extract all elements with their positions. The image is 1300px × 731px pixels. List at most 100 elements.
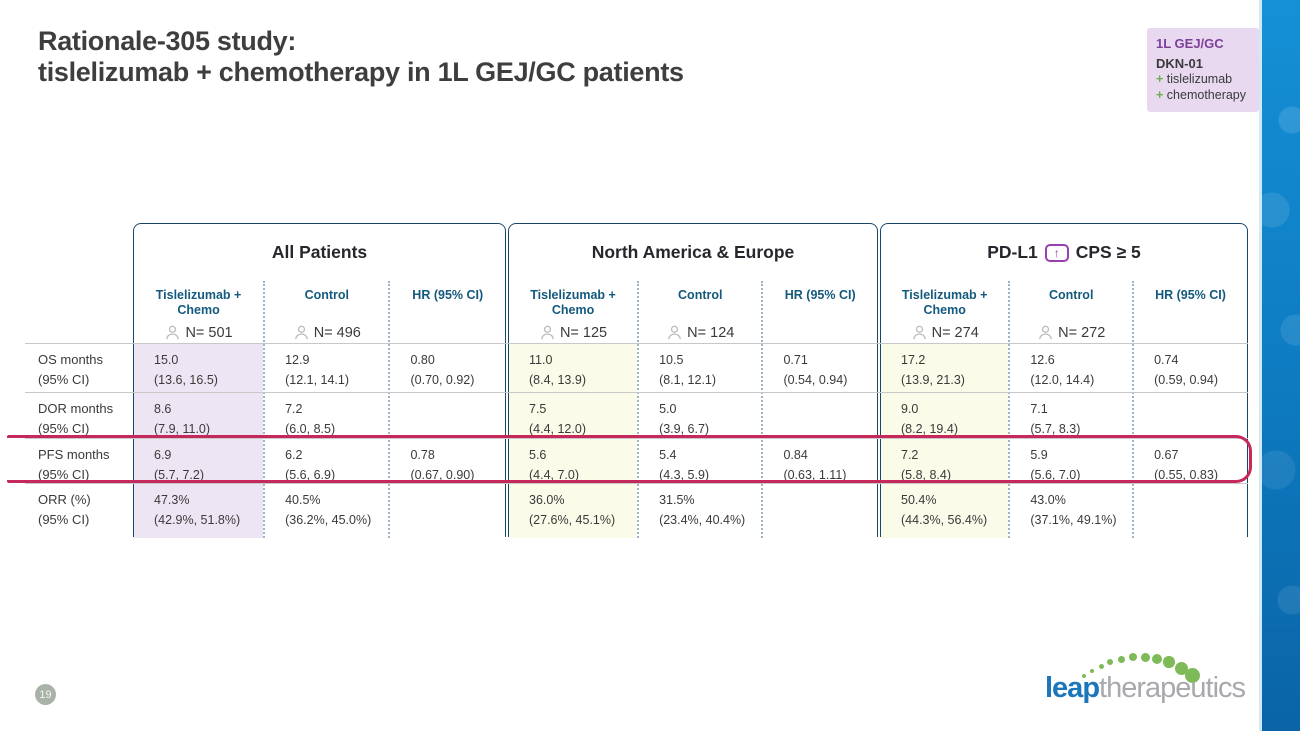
pfs-highlight-box (7, 435, 1252, 483)
company-logo: leaptherapeutics (1045, 672, 1246, 705)
table-cell (1134, 484, 1247, 538)
up-arrow-icon: ↑ (1044, 243, 1069, 262)
table-cell (1134, 393, 1247, 439)
column-tint (881, 344, 1009, 538)
logo-dot (1089, 668, 1095, 674)
study-badge: 1L GEJ/GC DKN-01 + tislelizumab + chemot… (1147, 28, 1259, 112)
row-label-os: OS months (95% CI) (38, 352, 104, 387)
row-divider (25, 392, 1248, 393)
table-cell: 15.0 (13.6, 16.5) (154, 353, 218, 387)
column-tint (134, 344, 264, 538)
badge-program: DKN-01 (1156, 56, 1203, 71)
person-icon (912, 325, 926, 340)
table-cell: 0.67 (0.55, 0.83) (1154, 448, 1218, 482)
logo-therapeutics-text: therapeutics (1099, 672, 1246, 704)
group-columns: Tislelizumab + Chemo N= 274 17.2 (13.9, 2… (881, 281, 1247, 538)
logo-dot (1117, 655, 1125, 663)
page-title: Rationale-305 study: tislelizumab + chem… (38, 26, 684, 88)
table-cell (390, 484, 504, 538)
logo-dot (1184, 667, 1200, 683)
table-cell: 10.5 (8.1, 12.1) (659, 353, 717, 387)
table-cell: 11.0 (8.4, 13.9) (529, 353, 586, 387)
table-cell: 5.4 (4.3, 5.9) (659, 448, 710, 482)
n-count: N= 274 (931, 324, 979, 341)
table-cell: 12.6 (12.0, 14.4) (1030, 353, 1095, 387)
badge-indication: 1L GEJ/GC (1156, 36, 1224, 51)
person-icon (294, 325, 308, 340)
table-cell: 5.0 (3.9, 6.7) (659, 402, 710, 436)
column-tislelizumab-chemo: Tislelizumab + Chemo N= 125 11.0 (8.4, 13… (509, 281, 638, 538)
badge-item: + chemotherapy (1156, 88, 1247, 102)
group-columns: Tislelizumab + Chemo N= 501 15.0 (13.6, 1… (134, 281, 505, 538)
table-cell: 0.84 (0.63, 1.11) (783, 448, 847, 482)
table-cell: 43.0% (37.1%, 49.1%) (1030, 493, 1117, 527)
table-cell: 5.9 (5.6, 7.0) (1030, 448, 1081, 482)
n-count: N= 501 (185, 324, 233, 341)
table-cell: 6.2 (5.6, 6.9) (285, 448, 336, 482)
row-divider (25, 438, 1248, 439)
table-cell: 9.0 (8.2, 19.4) (901, 402, 958, 436)
logo-dot (1107, 659, 1113, 665)
table-cell (390, 393, 504, 439)
table-cell (763, 393, 877, 439)
group-all-patients: All Patients Tislelizumab + Chemo N= 501… (133, 223, 506, 538)
group-north-america-europe: North America & Europe Tislelizumab + Ch… (508, 223, 878, 538)
n-count: N= 124 (687, 324, 735, 341)
group-title: PD-L1 ↑ CPS ≥ 5 (987, 242, 1141, 262)
group-title: North America & Europe (591, 242, 795, 262)
row-label-pfs: PFS months (95% CI) (38, 447, 110, 482)
table-cell (763, 484, 877, 538)
column-hr: HR (95% CI) 0.74 (0.59, 0.94) 0.67 (0.55, … (1132, 281, 1247, 538)
person-icon (1039, 325, 1052, 340)
column-tislelizumab-chemo: Tislelizumab + Chemo N= 501 15.0 (13.6, 1… (134, 281, 264, 538)
row-divider (25, 343, 1248, 344)
logo-dot (1163, 656, 1175, 668)
logo-dot (1140, 652, 1150, 662)
logo-dot (1129, 653, 1137, 661)
decorative-side-band (1259, 0, 1300, 731)
person-icon (668, 325, 681, 340)
badge-item: + tislelizumab (1156, 72, 1233, 86)
n-count: N= 272 (1058, 324, 1106, 341)
table-cell: 5.6 (4.4, 7.0) (529, 448, 580, 482)
logo-dots-arc (1075, 650, 1205, 686)
column-control: Control N= 124 10.5 (8.1, 12.1) 5.0 (3.9, … (637, 281, 761, 538)
column-tint (509, 344, 638, 538)
table-cell: 12.9 (12.1, 14.1) (285, 353, 350, 387)
table-cell: 6.9 (5.7, 7.2) (154, 448, 205, 482)
table-cell: 17.2 (13.9, 21.3) (901, 353, 965, 387)
table-cell: 8.6 (7.9, 11.0) (154, 402, 211, 436)
page-title-line2: tislelizumab + chemotherapy in 1L GEJ/GC… (38, 57, 684, 87)
page-title-line1: Rationale-305 study: (38, 26, 297, 56)
row-label-orr: ORR (%) (95% CI) (38, 492, 91, 527)
column-hr: HR (95% CI) 0.71 (0.54, 0.94) 0.84 (0.63, … (761, 281, 877, 538)
table-cell: 47.3% (42.9%, 51.8%) (154, 493, 241, 527)
table-cell: 0.74 (0.59, 0.94) (1154, 353, 1218, 387)
logo-dot (1174, 661, 1188, 675)
table-cell: 7.5 (4.4, 12.0) (529, 402, 586, 436)
person-icon (166, 325, 180, 340)
table-cell: 0.71 (0.54, 0.94) (783, 353, 848, 387)
n-count: N= 125 (559, 324, 608, 341)
row-divider (25, 483, 1248, 484)
table-cell: 0.80 (0.70, 0.92) (410, 353, 475, 387)
plus-icon: + (1156, 72, 1164, 86)
table-cell: 50.4% (44.3%, 56.4%) (901, 493, 988, 527)
logo-dot (1098, 663, 1104, 669)
logo-leap-text: leap (1045, 672, 1100, 704)
group-title: All Patients (271, 242, 368, 262)
logo-dot (1082, 674, 1086, 678)
column-control: Control N= 496 12.9 (12.1, 14.1) 7.2 (6.0,… (263, 281, 388, 538)
person-icon (541, 325, 554, 340)
table-cell: 36.0% (27.6%, 45.1%) (529, 493, 616, 527)
table-cell: 0.78 (0.67, 0.90) (410, 448, 475, 482)
page-number: 19 (35, 684, 56, 705)
table-cell: 7.1 (5.7, 8.3) (1030, 402, 1081, 436)
column-control: Control N= 272 12.6 (12.0, 14.4) 7.1 (5.7,… (1008, 281, 1132, 538)
group-columns: Tislelizumab + Chemo N= 125 11.0 (8.4, 13… (509, 281, 877, 538)
table-cell: 40.5% (36.2%, 45.0%) (285, 493, 372, 527)
row-label-dor: DOR months (95% CI) (38, 401, 114, 436)
column-tislelizumab-chemo: Tislelizumab + Chemo N= 274 17.2 (13.9, 2… (881, 281, 1009, 538)
table-cell: 31.5% (23.4%, 40.4%) (659, 493, 746, 527)
